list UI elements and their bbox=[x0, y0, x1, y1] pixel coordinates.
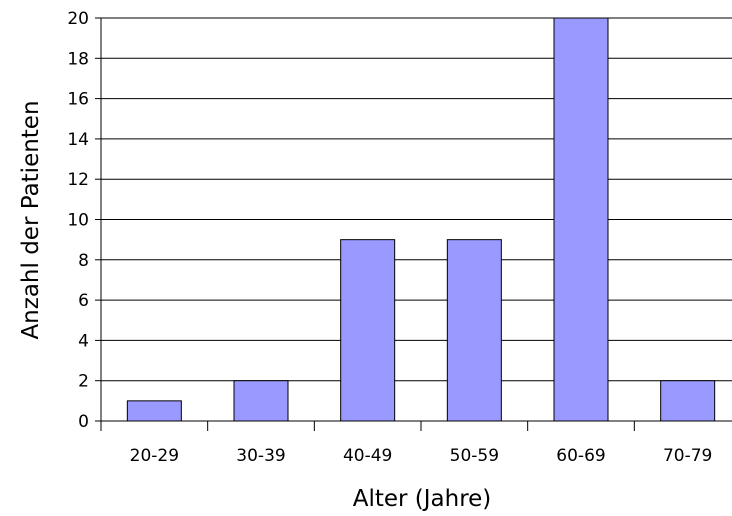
y-tick-label: 4 bbox=[78, 331, 89, 351]
y-tick-label: 12 bbox=[67, 170, 89, 190]
bar-60-69 bbox=[553, 17, 609, 422]
x-tick-labels: 20-29 30-39 40-49 50-59 60-69 70-79 bbox=[130, 446, 713, 466]
bar-20-29 bbox=[126, 400, 182, 422]
y-tick-label: 18 bbox=[67, 49, 89, 69]
y-tick-label: 2 bbox=[78, 372, 89, 392]
x-tick-label: 60-69 bbox=[556, 446, 605, 466]
y-tick-label: 6 bbox=[78, 291, 89, 311]
y-tick-labels: 0 2 4 6 8 10 12 14 16 18 20 bbox=[67, 9, 89, 432]
y-tick-label: 10 bbox=[67, 211, 89, 231]
y-tick-label: 8 bbox=[78, 251, 89, 271]
y-tick-label: 0 bbox=[78, 412, 89, 432]
y-tick-label: 16 bbox=[67, 90, 89, 110]
x-axis-title: Alter (Jahre) bbox=[353, 486, 492, 512]
x-tick-label: 70-79 bbox=[663, 446, 712, 466]
x-tick-label: 20-29 bbox=[130, 446, 179, 466]
bar-70-79 bbox=[660, 380, 716, 422]
y-tick-label: 14 bbox=[67, 130, 89, 150]
y-tick-label: 20 bbox=[67, 9, 89, 29]
x-tick-label: 40-49 bbox=[343, 446, 392, 466]
bars bbox=[126, 17, 716, 422]
axes bbox=[95, 17, 732, 431]
x-tick-label: 30-39 bbox=[236, 446, 285, 466]
gridlines bbox=[101, 17, 732, 382]
bar-50-59 bbox=[446, 239, 502, 422]
bar-40-49 bbox=[340, 239, 396, 422]
bar-30-39 bbox=[233, 380, 289, 422]
x-tick-label: 50-59 bbox=[450, 446, 499, 466]
y-axis-title: Anzahl der Patienten bbox=[18, 100, 44, 339]
